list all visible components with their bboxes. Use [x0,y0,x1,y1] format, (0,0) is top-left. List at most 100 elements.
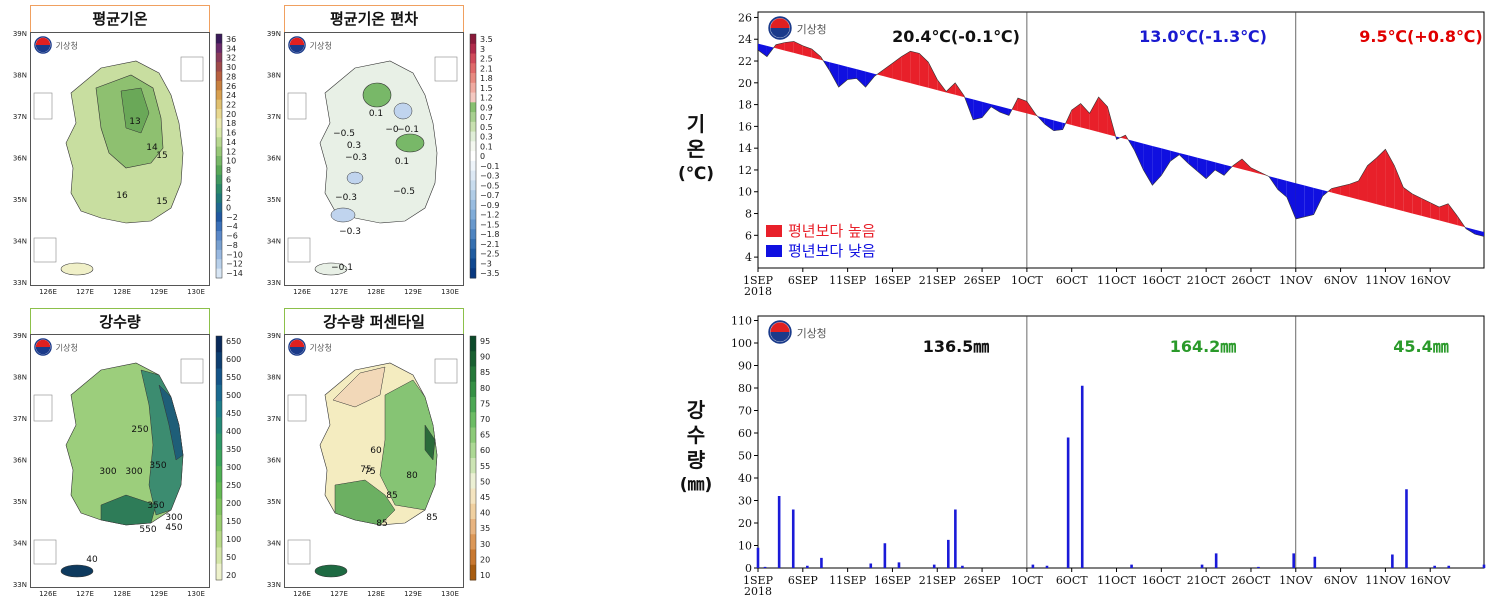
legend-label: 평년보다 낮음 [788,242,876,260]
y-tick-label: 16 [738,120,752,133]
colorbar-swatch [216,384,222,402]
contour-label: −0.5 [333,129,355,139]
x-tick-label: 16OCT [1142,274,1181,287]
anomaly-fill [1206,159,1216,179]
colorbar-tick: 14 [226,138,236,147]
y-tick-label: 8 [745,208,752,221]
colorbar-swatch [470,229,476,240]
kma-logo-text: 기상청 [797,327,827,340]
colorbar-tick: 2.1 [480,64,493,73]
map-lon-tick: 129E [150,590,168,596]
map-svg [33,56,204,276]
colorbar-swatch [470,34,476,45]
colorbar-tick: 1.2 [480,94,493,103]
colorbar-tick: 35 [480,524,490,533]
anomaly-fill [758,43,767,57]
anomaly-fill [892,56,902,81]
colorbar-tick: 16 [226,129,236,138]
map-lon-tick: 127E [76,590,94,596]
precip-bar [1066,437,1070,568]
x-tick-label: 21OCT [1187,274,1226,287]
colorbar-frame [215,33,223,279]
x-tick-label: 16NOV [1410,574,1451,587]
map-lon-tick: 130E [187,590,205,596]
anomaly-blob [362,82,392,108]
y-tick-label: 10 [738,540,752,553]
colorbar-swatch [470,351,476,367]
contour-label: 80 [406,471,418,481]
colorbar-swatch [470,442,476,459]
anomaly-fill [1242,159,1251,172]
colorbar-swatch [470,131,476,142]
kma-logo-icon [35,45,51,53]
contour-label: 0.3 [347,141,361,151]
anomaly-blob [330,207,356,223]
anomaly-fill [1179,152,1189,164]
kma-logo-text: 기상청 [797,23,827,36]
y-tick-label: 60 [738,427,752,440]
colorbar-swatch [470,121,476,133]
colorbar-tick: 28 [226,72,236,81]
colorbar-swatch [470,473,476,489]
kma-logo-icon [35,37,51,45]
inner-contour-zone [334,479,396,526]
colorbar-tick: 450 [226,409,241,418]
colorbar-tick: 0 [480,152,485,161]
map-lat-tick: 39N [13,30,27,38]
colorbar-swatch [470,170,476,181]
anomaly-fill [910,51,920,86]
contour-label: 16 [116,191,128,201]
y-tick-label: 6 [745,229,752,242]
contour-label: 60 [370,446,382,456]
colorbar-tick: 0 [226,203,231,212]
colorbar-swatch [216,62,222,73]
colorbar-swatch [470,381,476,398]
x-tick-label: 6SEP [788,274,819,287]
colorbar-swatch [216,240,222,251]
map-panel-precip-percentile: 강수량 퍼센타일 [254,300,500,596]
y-tick-label: 14 [738,142,752,155]
precip-bar [932,564,936,568]
kma-logo-icon [770,18,790,28]
map-title: 평균기온 [30,5,210,33]
colorbar-swatch [216,531,222,548]
contour-label: 350 [149,461,166,471]
precip-bar [1292,553,1295,568]
anomaly-fill [1080,103,1090,130]
anomaly-fill [829,62,839,88]
colorbar-frame [469,33,477,279]
map-panel-precip: 강수량 [0,300,246,596]
colorbar-swatch [216,202,222,213]
contour-label: 250 [131,425,148,435]
colorbar-swatch [470,427,476,444]
anomaly-fill [928,62,938,91]
map-lat-tick: 37N [267,415,281,423]
colorbar-tick: 34 [226,44,236,53]
map-svg [287,358,458,578]
map-frame [284,32,464,286]
x-tick-label: 1OCT [1011,574,1043,587]
colorbar-tick: 200 [226,499,241,508]
y-tick-label: 20 [738,517,752,530]
precip-bar [1031,564,1035,568]
anomaly-fill [1000,106,1009,116]
anomaly-fill [847,66,857,80]
contour-label: 13 [129,117,140,127]
kma-logo-text: 기상청 [310,41,332,51]
colorbar-swatch [470,43,476,55]
map-lat-tick: 33N [13,279,27,287]
colorbar-tick: 0.5 [480,123,493,132]
inner-contour-zone [332,366,386,408]
temp-ylabel-line: 기 [686,112,706,136]
colorbar-swatch [470,102,476,113]
colorbar-tick: 32 [226,54,236,63]
map-lat-tick: 37N [13,415,27,423]
colorbar-tick: 600 [226,355,241,364]
legend-swatch [766,245,782,257]
kma-logo: 기상청 [34,338,78,356]
colorbar-tick: 500 [226,391,241,400]
precip-bar [777,496,781,568]
colorbar-swatch [470,488,476,505]
colorbar-tick: −0.7 [480,191,499,200]
anomaly-blob [395,133,425,153]
